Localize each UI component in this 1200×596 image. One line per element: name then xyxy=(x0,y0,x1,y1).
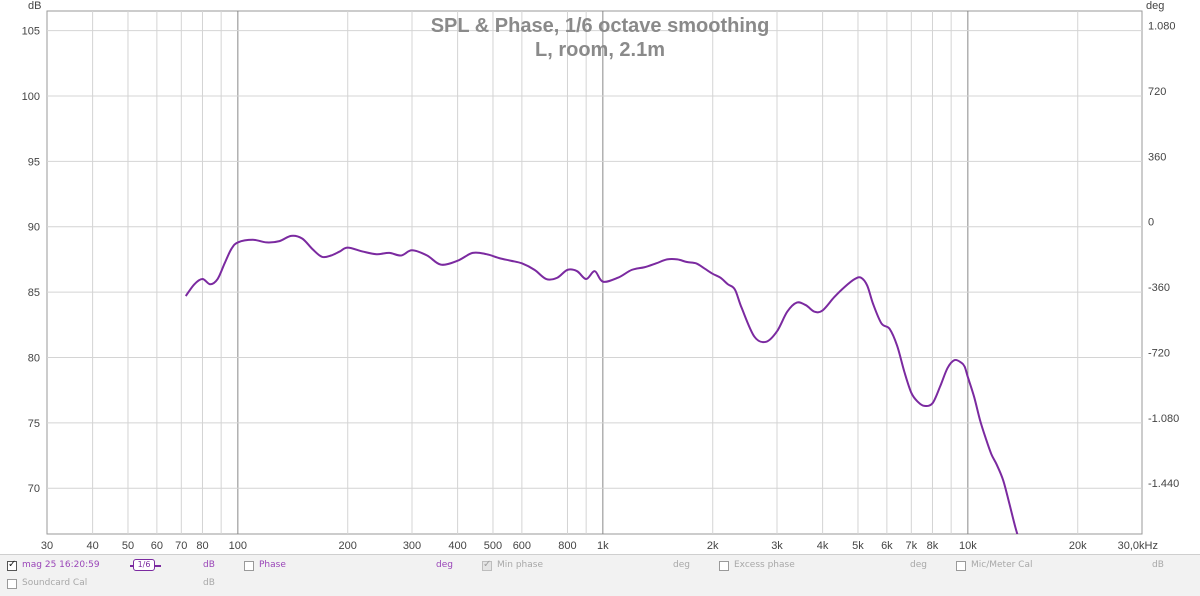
x-tick-label: 50 xyxy=(122,540,134,552)
y-right-tick-label: -1.440 xyxy=(1148,478,1179,490)
x-tick-label: 40 xyxy=(86,540,98,552)
x-tick-label: 400 xyxy=(448,540,466,552)
min-phase-checkbox[interactable] xyxy=(482,559,492,571)
x-tick-label: 1k xyxy=(597,540,609,552)
y-left-tick-label: 70 xyxy=(28,483,40,495)
y-right-tick-label: 0 xyxy=(1148,217,1154,229)
mic-meter-cal-unit: dB xyxy=(1152,560,1164,570)
excess-phase-checkbox[interactable] xyxy=(719,561,729,571)
legend-panel: mag 25 16:20:59 1/6 dB Phase deg Min pha… xyxy=(0,554,1200,596)
x-tick-label: 10k xyxy=(959,540,977,552)
chart-title: SPL & Phase, 1/6 octave smoothing xyxy=(430,15,770,37)
mic-meter-cal-checkbox[interactable] xyxy=(956,561,966,571)
y-left-tick-label: 95 xyxy=(28,156,40,168)
y-right-unit: deg xyxy=(1146,0,1164,12)
soundcard-cal-unit: dB xyxy=(203,578,215,588)
min-phase-label: Min phase xyxy=(497,560,543,570)
y-left-tick-label: 90 xyxy=(28,222,40,234)
series-layer xyxy=(184,234,1019,534)
phase-unit: deg xyxy=(436,560,453,570)
excess-phase-unit: deg xyxy=(910,560,927,570)
y-right-tick-label: -1.080 xyxy=(1148,413,1179,425)
x-tick-label: 800 xyxy=(558,540,576,552)
legend-row-2: Soundcard Cal dB xyxy=(0,575,1200,593)
x-tick-label: 100 xyxy=(229,540,247,552)
axis-labels: 30 40 50 60 70 80 100 200 300 400 500 600 800 1k 2k 3k 4… xyxy=(22,0,1180,552)
smoothing-line-right xyxy=(155,565,161,567)
min-phase-unit: deg xyxy=(673,560,690,570)
x-tick-label: 7k xyxy=(905,540,917,552)
y-right-tick-label: -720 xyxy=(1148,347,1170,359)
x-tick-label: 6k xyxy=(881,540,893,552)
x-tick-label: 70 xyxy=(175,540,187,552)
x-tick-label: 80 xyxy=(196,540,208,552)
smoothing-button[interactable]: 1/6 xyxy=(133,559,155,571)
x-tick-label: 200 xyxy=(339,540,357,552)
x-tick-label: 20k xyxy=(1069,540,1087,552)
x-tick-label: 3k xyxy=(771,540,783,552)
mag-unit: dB xyxy=(203,560,215,570)
soundcard-cal-checkbox[interactable] xyxy=(7,579,17,589)
x-tick-label: 2k xyxy=(707,540,719,552)
excess-phase-label: Excess phase xyxy=(734,560,795,570)
x-tick-label: 300 xyxy=(403,540,421,552)
y-left-tick-label: 100 xyxy=(22,91,40,103)
y-left-tick-label: 75 xyxy=(28,418,40,430)
y-left-tick-label: 105 xyxy=(22,26,40,38)
soundcard-cal-label: Soundcard Cal xyxy=(22,578,88,588)
phase-checkbox[interactable] xyxy=(244,561,254,571)
y-right-tick-label: 360 xyxy=(1148,151,1166,163)
y-left-tick-label: 80 xyxy=(28,352,40,364)
x-tick-label: 500 xyxy=(484,540,502,552)
x-tick-label: 60 xyxy=(151,540,163,552)
x-tick-label: 600 xyxy=(513,540,531,552)
mic-meter-cal-label: Mic/Meter Cal xyxy=(971,560,1033,570)
y-right-tick-label: -360 xyxy=(1148,282,1170,294)
chart-plot: 30 40 50 60 70 80 100 200 300 400 500 600 800 1k 2k 3k 4… xyxy=(22,0,1180,552)
y-right-tick-label: 1.080 xyxy=(1148,21,1176,33)
legend-row-1: mag 25 16:20:59 1/6 dB Phase deg Min pha… xyxy=(0,557,1200,575)
mag-label: mag 25 16:20:59 xyxy=(22,560,100,570)
x-tick-label: 30,0kHz xyxy=(1118,540,1158,552)
grid-lines xyxy=(47,11,1142,534)
x-tick-label: 30 xyxy=(41,540,53,552)
y-right-tick-label: 720 xyxy=(1148,86,1166,98)
y-left-tick-label: 85 xyxy=(28,287,40,299)
series-line-mag xyxy=(184,234,1019,534)
x-tick-label: 4k xyxy=(817,540,829,552)
x-tick-label: 5k xyxy=(852,540,864,552)
plot-area xyxy=(46,10,1143,535)
x-tick-label: 8k xyxy=(927,540,939,552)
mag-checkbox[interactable] xyxy=(7,559,17,571)
chart-subtitle: L, room, 2.1m xyxy=(534,39,666,61)
y-left-unit: dB xyxy=(28,0,41,12)
phase-label: Phase xyxy=(259,560,286,570)
